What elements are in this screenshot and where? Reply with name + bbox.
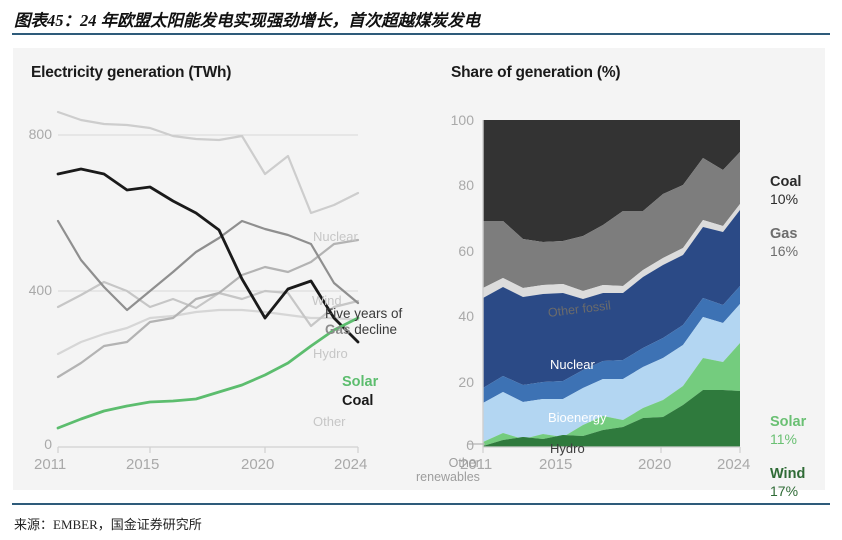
other-renewables-line1: Other — [448, 456, 480, 470]
left-x-tick-2020: 2020 — [241, 456, 275, 473]
right-y-tick-40: 40 — [458, 308, 474, 324]
stack-label-hydro: Hydro — [550, 441, 585, 456]
left-x-tick-2011: 2011 — [34, 456, 67, 473]
area-band-wind — [483, 390, 740, 447]
series-line-coal — [56, 167, 360, 344]
figure-header: 图表45：24 年欧盟太阳能发电实现强劲增长，首次超越煤炭发电 — [0, 0, 842, 38]
left-chart-title: Electricity generation (TWh) — [31, 64, 232, 81]
left-label-coal: Coal — [342, 393, 374, 409]
annotation-gas-word: Gas — [325, 322, 351, 337]
series-line-other — [56, 308, 360, 356]
stack-label-nuclear: Nuclear — [550, 357, 595, 372]
source-note: 来源：EMBER，国金证券研究所 — [14, 517, 202, 532]
callout-coal: Coal 10% — [770, 174, 801, 208]
callout-solar: Solar 11% — [770, 414, 806, 448]
area-band-gas — [483, 152, 740, 291]
right-y-tick-80: 80 — [458, 177, 474, 193]
callout-gas-name: Gas — [770, 226, 798, 242]
right-y-tick-100: 100 — [450, 112, 474, 128]
other-renewables-label: Other renewables — [416, 456, 480, 484]
series-line-solar — [56, 316, 360, 430]
right-x-tick-2011: 2011 — [460, 456, 493, 473]
left-x-tick-2024: 2024 — [334, 456, 368, 473]
left-label-nuclear: Nuclear — [313, 229, 358, 244]
chart-panel: Electricity generation (TWh) Share of ge… — [13, 48, 825, 499]
left-x-tick-2015: 2015 — [126, 456, 160, 473]
area-band-bioenergy — [483, 286, 740, 403]
area-band-nuclear — [483, 210, 740, 388]
right-x-tick-2024: 2024 — [717, 456, 751, 473]
left-label-solar: Solar — [342, 374, 379, 390]
right-x-tick-2020: 2020 — [638, 456, 672, 473]
footer-divider — [12, 503, 830, 505]
callout-wind-name: Wind — [770, 466, 806, 482]
callout-solar-name: Solar — [770, 414, 807, 430]
header-divider — [12, 33, 830, 35]
page-title: 图表45：24 年欧盟太阳能发电实现强劲增长，首次超越煤炭发电 — [14, 11, 481, 30]
left-y-tick-400: 400 — [28, 282, 52, 298]
left-label-other: Other — [313, 414, 346, 429]
stack-label-bioenergy: Bioenergy — [548, 410, 607, 425]
stack-label-other-fossil: Other fossil — [547, 298, 612, 320]
annotation-line-2: decline — [350, 322, 398, 337]
series-line-nuclear — [56, 110, 360, 215]
annotation-line-1: Five years of — [325, 306, 403, 321]
right-x-tick-2015: 2015 — [539, 456, 573, 473]
five-years-gas-decline-annotation: Five years of Gas decline — [325, 306, 402, 338]
area-band-solar — [483, 343, 740, 446]
area-band-hydro — [483, 304, 740, 442]
right-y-tick-0: 0 — [466, 437, 474, 453]
callout-coal-name: Coal — [770, 174, 802, 190]
callout-wind-value: 17% — [770, 483, 799, 499]
callout-wind: Wind 17% — [770, 466, 805, 500]
left-label-hydro: Hydro — [313, 346, 348, 361]
other-renewables-line2: renewables — [416, 470, 480, 484]
right-y-tick-20: 20 — [458, 374, 474, 390]
series-line-hydro — [56, 280, 360, 328]
left-y-tick-800: 800 — [28, 126, 52, 142]
left-y-tick-0: 0 — [44, 436, 52, 452]
right-chart-title: Share of generation (%) — [451, 64, 621, 81]
area-band-coal — [483, 120, 740, 242]
callout-gas-value: 16% — [770, 243, 799, 259]
callout-solar-value: 11% — [770, 431, 797, 447]
callout-gas: Gas 16% — [770, 226, 798, 260]
series-line-gas — [56, 219, 360, 312]
electricity-generation-line-chart — [56, 110, 360, 453]
right-y-tick-60: 60 — [458, 243, 474, 259]
left-label-wind: Wind — [312, 293, 342, 308]
area-band-other-fossil — [483, 204, 740, 299]
callout-coal-value: 10% — [770, 191, 799, 207]
series-line-wind — [56, 238, 360, 379]
